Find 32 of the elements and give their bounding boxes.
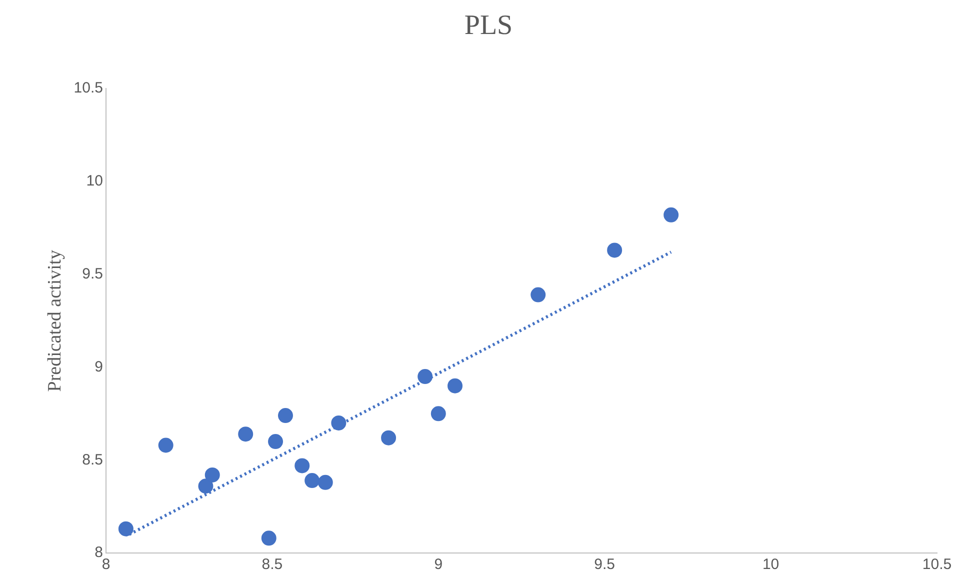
point [331,415,346,430]
y-tick-label: 9 [94,358,103,376]
point [261,530,276,546]
x-tick-label: 10.5 [922,556,952,574]
x-tick-label: 9.5 [594,556,616,574]
point [318,474,333,490]
point [204,467,220,482]
y-tick-label: 8 [94,544,103,562]
point [430,406,446,422]
x-tick-label: 10 [762,556,780,574]
point [418,369,433,384]
point [278,408,293,424]
point [607,242,622,258]
point [294,458,310,474]
y-tick-label: 9.5 [82,266,103,282]
y-axis-title: Predicated activity [44,249,66,392]
chart-title: PLS [464,10,513,42]
x-tick-label: 9 [434,556,443,574]
x-tick-label: 8.5 [262,556,283,574]
point [381,430,396,446]
point [530,287,546,302]
point [158,438,174,453]
y-tick-label: 8.5 [82,451,103,468]
point [238,426,254,442]
y-tick-label: 10.5 [74,80,103,97]
point [664,207,679,222]
point [198,478,214,494]
point [448,378,463,394]
point [268,434,284,450]
y-tick-label: 10 [86,172,103,190]
point [304,473,320,488]
point [118,521,134,536]
